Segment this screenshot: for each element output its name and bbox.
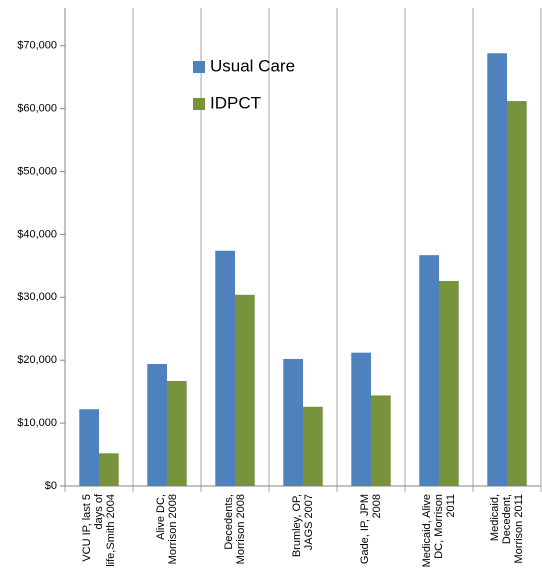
x-tick-label: Brumley, OP,JAGS 2007 — [291, 494, 315, 557]
x-tick-label: Alive DC,Morrison 2008 — [155, 494, 179, 564]
y-tick-label: $40,000 — [17, 228, 57, 240]
bar — [99, 453, 119, 486]
legend-label: Usual Care — [210, 56, 295, 75]
y-tick-label: $20,000 — [17, 354, 57, 366]
x-tick-label: VCU IP, last 5days oflife,Smith 2004 — [81, 493, 117, 567]
bar — [79, 409, 99, 486]
legend-swatch — [193, 61, 205, 73]
y-tick-label: $30,000 — [17, 291, 57, 303]
bar — [371, 395, 391, 486]
bar — [487, 53, 507, 486]
bar — [215, 250, 235, 486]
bar — [303, 406, 323, 486]
bar — [147, 363, 167, 486]
y-tick-label: $0 — [45, 480, 57, 492]
bar — [351, 352, 371, 486]
bar — [167, 380, 187, 486]
bar — [235, 294, 255, 486]
y-tick-label: $50,000 — [17, 165, 57, 177]
x-tick-label: Medicaid, AliveDC, Morrison2011 — [421, 494, 457, 567]
y-tick-label: $10,000 — [17, 417, 57, 429]
bar — [439, 280, 459, 486]
legend-label: IDPCT — [210, 93, 261, 112]
y-tick-label: $60,000 — [17, 103, 57, 115]
x-tick-label: Gade, IP, JPM2008 — [359, 494, 383, 564]
x-tick-label: Medicaid,Decedent,Morrison 2011 — [489, 494, 525, 564]
bar — [507, 101, 527, 486]
x-tick-label: Decedents,Morrison 2008 — [223, 494, 247, 564]
bar — [283, 358, 303, 486]
bar — [419, 255, 439, 486]
legend-swatch — [193, 98, 205, 110]
y-tick-label: $70,000 — [17, 40, 57, 52]
